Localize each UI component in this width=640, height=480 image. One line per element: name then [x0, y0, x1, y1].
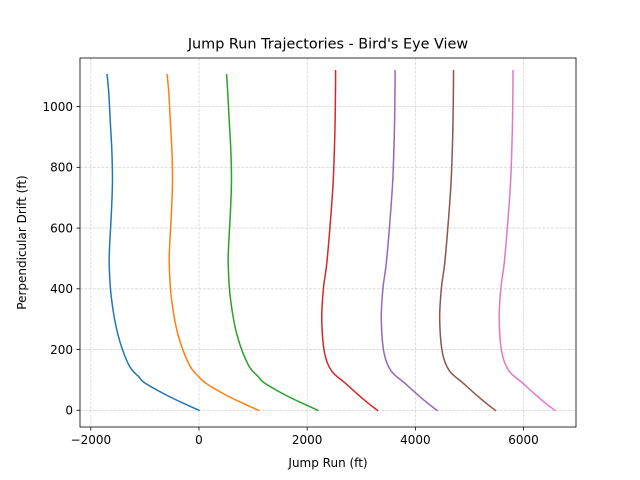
chart-title: Jump Run Trajectories - Bird's Eye View	[187, 37, 469, 53]
x-tick-label: 2000	[292, 433, 323, 447]
trajectory-line-1	[106, 73, 200, 412]
y-tick-label: 200	[50, 343, 73, 357]
series-group	[106, 70, 556, 412]
y-tick-label: 800	[50, 161, 73, 175]
x-tick-label: 4000	[400, 433, 431, 447]
trajectory-line-6	[438, 70, 497, 412]
trajectory-line-2	[166, 73, 260, 412]
y-axis-label: Perpendicular Drift (ft)	[15, 175, 29, 309]
x-tick-label: −2000	[71, 433, 112, 447]
y-tick-label: 400	[50, 282, 73, 296]
y-tick-label: 1000	[42, 100, 73, 114]
trajectory-line-7	[498, 70, 556, 412]
x-axis-label: Jump Run (ft)	[287, 456, 367, 470]
grid	[80, 58, 576, 427]
x-tick-label: 0	[195, 433, 203, 447]
trajectory-line-4	[321, 70, 379, 412]
axes-frame	[79, 57, 577, 428]
y-tick-label: 0	[65, 404, 73, 418]
y-tick-label: 600	[50, 221, 73, 235]
trajectory-line-3	[225, 73, 319, 412]
x-tick-label: 6000	[508, 433, 539, 447]
ticks: −2000 0 2000 4000 6000 0 200 400 600 800 1000	[42, 100, 538, 447]
trajectory-line-5	[380, 70, 439, 412]
